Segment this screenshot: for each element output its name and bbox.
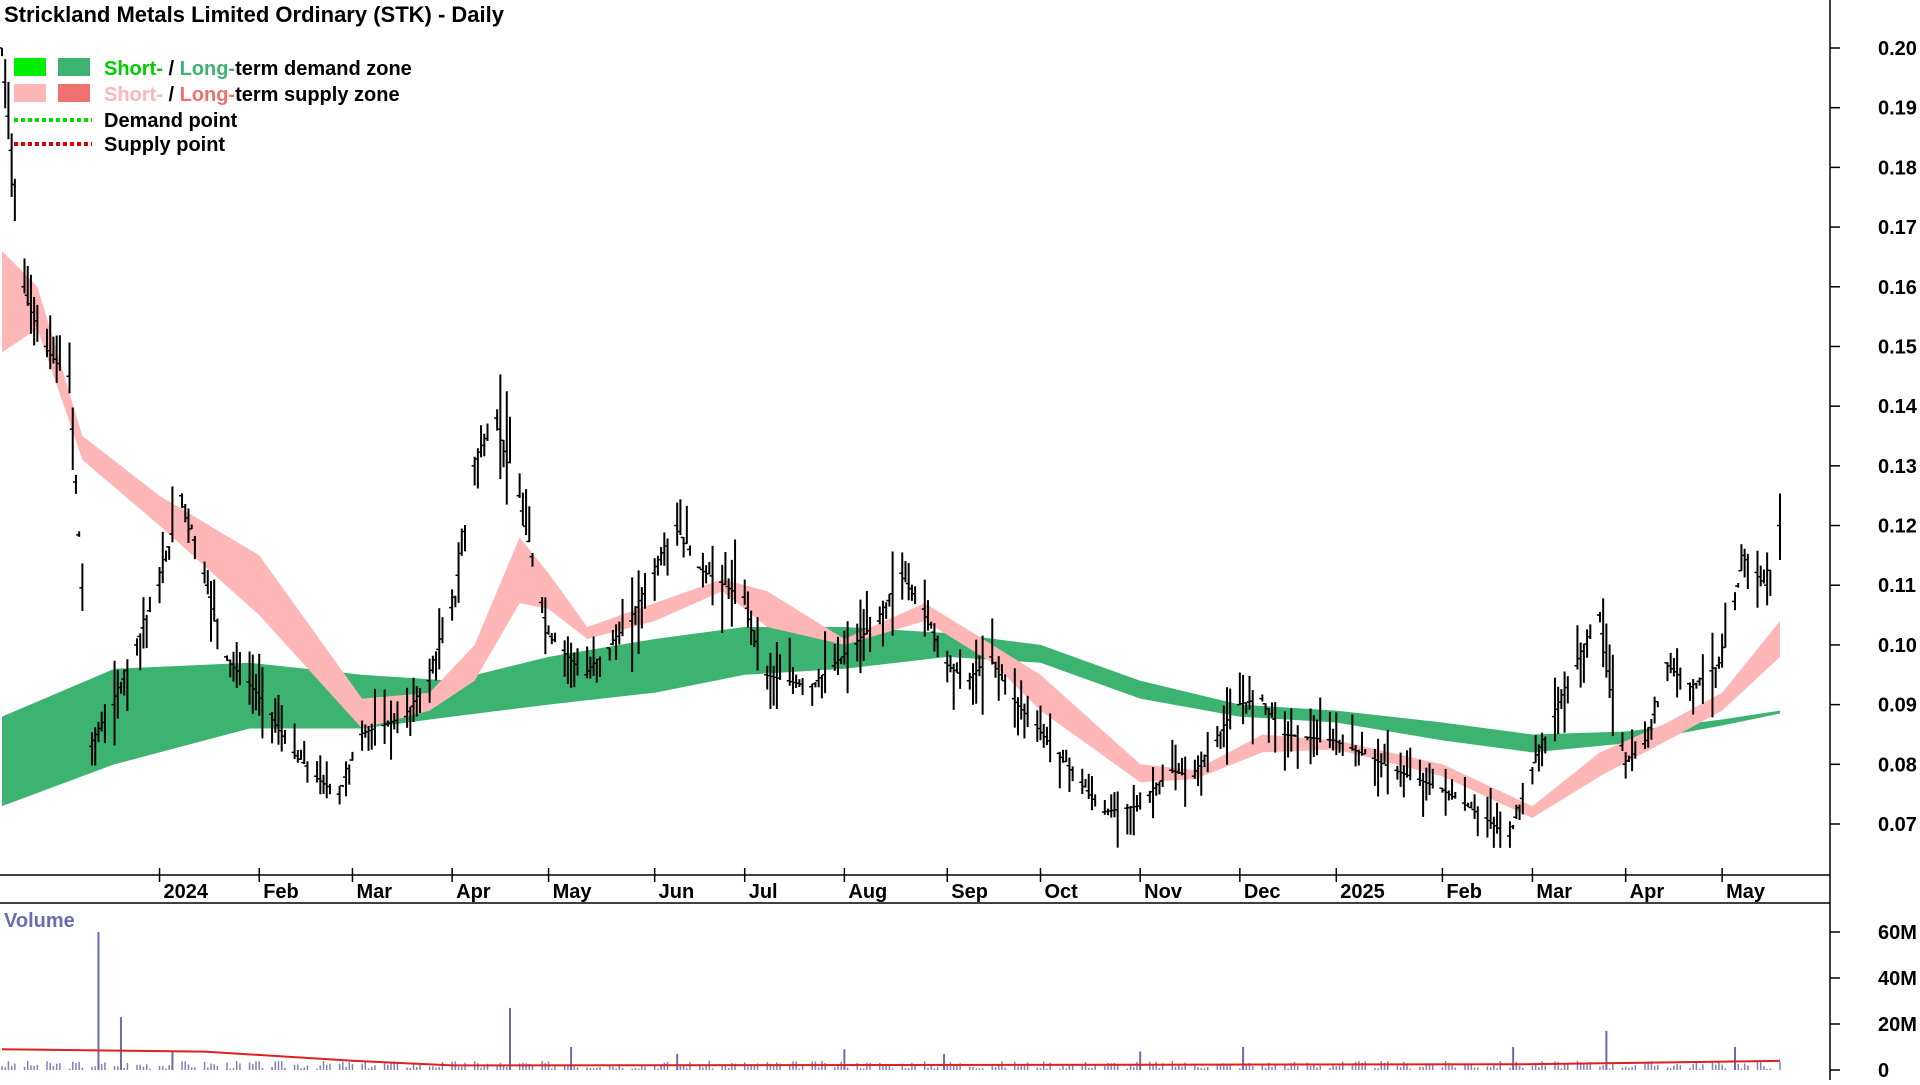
price-tick-label: 0.14	[1878, 396, 1918, 418]
time-tick-label: Mar	[356, 881, 392, 903]
short-term-zone-band	[2, 251, 1780, 818]
long-term-zone-band	[2, 627, 1780, 807]
tick-labels: 0.20 0.19 0.18 0.17 0.16 0.15 0.14 0.13 0.12 0.11…	[158, 38, 1918, 903]
zone-bands	[2, 251, 1780, 818]
legend-demand-zone: Short- / Long-term demand zone	[104, 58, 412, 80]
time-tick-label: Apr	[456, 881, 491, 903]
time-tick-label: Mar	[1536, 881, 1572, 903]
chart-title: Strickland Metals Limited Ordinary (STK)…	[4, 2, 505, 27]
legend-supply-short: Short-	[104, 84, 163, 106]
time-tick-label: Jul	[749, 881, 778, 903]
axes	[0, 0, 1831, 1080]
price-tick-label: 0.20	[1878, 38, 1917, 60]
legend-supply-sep: /	[163, 84, 180, 106]
time-tick-label: Aug	[848, 881, 887, 903]
price-tick-label: 0.10	[1878, 635, 1917, 657]
volume-panel: 60M 40M 20M 0	[1, 922, 1917, 1082]
legend-demand-point: Demand point	[104, 110, 238, 132]
legend-demand-sep: /	[163, 58, 180, 80]
time-tick-label: Feb	[263, 881, 299, 903]
time-tick-label: Apr	[1630, 881, 1665, 903]
volume-tick-label: 0	[1878, 1060, 1889, 1080]
price-tick-label: 0.11	[1878, 575, 1916, 597]
legend: Short- / Long-term demand zone Short- / …	[14, 58, 412, 156]
time-tick-label: 2025	[1340, 881, 1385, 903]
price-tick-label: 0.09	[1878, 695, 1917, 717]
price-tick-label: 0.08	[1878, 754, 1917, 776]
volume-tick-label: 60M	[1878, 922, 1917, 944]
time-tick-label: Feb	[1446, 881, 1482, 903]
price-tick-label: 0.13	[1878, 456, 1917, 478]
legend-swatch-short-demand	[14, 58, 46, 76]
time-tick-label: Jun	[659, 881, 695, 903]
time-tick-label: May	[553, 881, 593, 903]
volume-label: Volume	[4, 910, 75, 932]
legend-demand-long: Long-	[180, 58, 236, 80]
legend-demand-rest: term demand zone	[235, 58, 412, 80]
price-tick-label: 0.15	[1878, 336, 1917, 358]
time-tick-label: Nov	[1144, 881, 1183, 903]
price-tick-label: 0.16	[1878, 277, 1917, 299]
price-tick-label: 0.07	[1878, 814, 1917, 836]
volume-tick-label: 40M	[1878, 968, 1917, 990]
time-tick-label: May	[1726, 881, 1766, 903]
legend-supply-point: Supply point	[104, 134, 225, 156]
legend-supply-long: Long-	[180, 84, 236, 106]
legend-swatch-long-supply	[58, 84, 90, 102]
legend-swatch-short-supply	[14, 84, 46, 102]
price-bars	[0, 47, 1781, 848]
price-tick-label: 0.12	[1878, 516, 1917, 538]
legend-supply-rest: term supply zone	[235, 84, 399, 106]
legend-swatch-long-demand	[58, 58, 90, 76]
legend-demand-short: Short-	[104, 58, 163, 80]
time-tick-label: Oct	[1045, 881, 1079, 903]
volume-tick-label: 20M	[1878, 1014, 1917, 1036]
price-tick-label: 0.19	[1878, 98, 1917, 120]
legend-supply-zone: Short- / Long-term supply zone	[104, 84, 400, 106]
time-tick-label: Sep	[951, 881, 988, 903]
time-tick-label: Dec	[1244, 881, 1281, 903]
volume-average-line	[1, 1048, 1781, 1067]
time-tick-label: 2024	[164, 881, 209, 903]
price-tick-label: 0.18	[1878, 157, 1917, 179]
price-tick-label: 0.17	[1878, 217, 1917, 239]
